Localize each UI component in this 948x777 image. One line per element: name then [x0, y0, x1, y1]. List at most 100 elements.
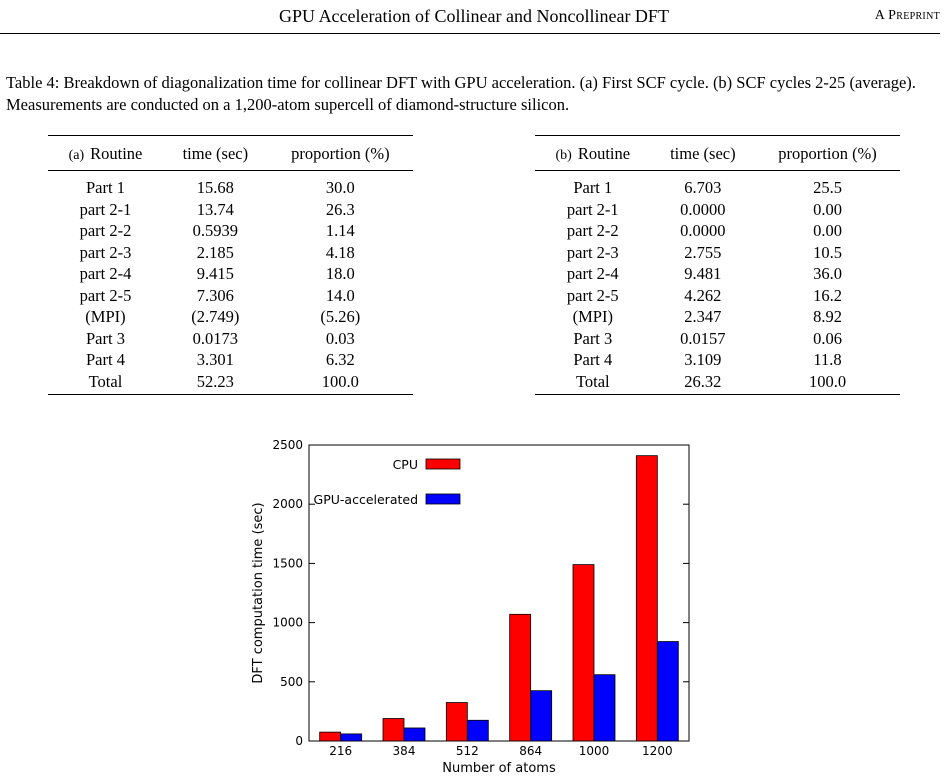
- legend-swatch: [425, 458, 461, 470]
- table-row: Part 4 3.301 6.32: [48, 349, 413, 371]
- table-cell: Part 4: [85, 350, 125, 369]
- table-cell: 0.06: [813, 328, 842, 348]
- table-cell: part 2-3: [79, 242, 132, 262]
- table-cell: part 2-3: [566, 242, 619, 262]
- table-b-tag: (b): [555, 148, 572, 163]
- table-row: part 2-5 7.306 14.0: [48, 285, 413, 307]
- table-cell: 0.03: [325, 328, 355, 348]
- table-cell: 25.5: [813, 178, 842, 197]
- table-a: (a) Routine time (sec) proportion (%) Par…: [48, 135, 413, 395]
- table-cell: 2.185: [196, 242, 234, 262]
- legend: CPU GPU-accelerated: [314, 457, 461, 507]
- table-cell: 100.0: [267, 370, 413, 395]
- table-cell: 3.109: [684, 350, 722, 369]
- table-cell: Part 1: [573, 178, 613, 197]
- table-row: part 2-2 0.0000 0.00: [535, 220, 900, 242]
- x-tick-label: 1000: [579, 744, 610, 758]
- table-cell: part 2-5: [566, 285, 619, 305]
- bar-gpu-accelerated-216: [340, 733, 363, 742]
- table-cell: (2.749): [191, 307, 240, 326]
- table-row: part 2-2 0.5939 1.14: [48, 220, 413, 242]
- table-row: part 2-4 9.415 18.0: [48, 263, 413, 285]
- legend-label: GPU-accelerated: [314, 492, 418, 507]
- x-axis-label: Number of atoms: [442, 761, 556, 775]
- table-cell: 0.0157: [680, 328, 726, 348]
- y-tick-label: 2500: [272, 438, 303, 452]
- table-cell: (MPI): [572, 307, 613, 326]
- table-cell: 8.92: [813, 307, 842, 326]
- bar-gpu-accelerated-384: [403, 727, 426, 742]
- table-cell: 9.415: [196, 264, 234, 283]
- x-tick-label: 864: [519, 744, 542, 758]
- table-cell: 1.14: [325, 221, 355, 240]
- bar-gpu-accelerated-1200: [656, 641, 679, 742]
- table-row: Total 52.23 100.0: [48, 370, 413, 395]
- table-row: Total 26.32 100.0: [535, 370, 900, 395]
- bar-cpu-384: [382, 718, 405, 742]
- table-b-header-routine: (b) Routine: [535, 135, 651, 171]
- table-a-header-time: time (sec): [162, 135, 268, 171]
- bar-gpu-accelerated-1000: [593, 674, 616, 742]
- table-cell: 11.8: [813, 350, 842, 369]
- bar-gpu-accelerated-512: [466, 719, 489, 742]
- y-tick-label: 1500: [272, 556, 303, 570]
- table-cell: (MPI): [85, 307, 126, 326]
- table-b-header-routine-label: Routine: [577, 144, 631, 163]
- table-cell: part 2-1: [566, 199, 619, 219]
- table-cell: 13.74: [196, 199, 234, 219]
- table-row: Part 1 15.68 30.0: [48, 171, 413, 199]
- table-cell: part 2-1: [79, 199, 132, 219]
- y-axis-label: DFT computation time (sec): [251, 502, 266, 683]
- table-cell: 10.5: [813, 242, 842, 262]
- table-cell: 0.0173: [192, 328, 239, 348]
- table-row: part 2-5 4.262 16.2: [535, 285, 900, 307]
- table-b: (b) Routine time (sec) proportion (%) Par…: [535, 135, 900, 395]
- table-cell: 6.32: [325, 350, 355, 369]
- table-cell: 4.18: [325, 242, 355, 262]
- table-cell: Part 3: [85, 328, 125, 348]
- table-cell: 7.306: [196, 285, 234, 305]
- table-a-header-routine: (a) Routine: [48, 135, 163, 171]
- bar-gpu-accelerated-864: [530, 690, 553, 742]
- table-cell: 16.2: [813, 285, 842, 305]
- preprint-label: A Preprint: [874, 8, 940, 23]
- table-cell: 0.0000: [680, 199, 726, 219]
- table-cell: 0.00: [813, 221, 842, 240]
- bar-cpu-216: [319, 731, 342, 742]
- table-cell: 6.703: [684, 178, 722, 197]
- table-b-body: Part 1 6.703 25.5 part 2-1 0.0000 0.00 part 2-…: [535, 171, 900, 395]
- header-rule: [0, 33, 940, 34]
- table-row: (MPI) 2.347 8.92: [535, 306, 900, 328]
- table-cell: Total: [48, 370, 163, 395]
- table-cell: part 2-2: [566, 221, 619, 240]
- table-b-header-time: time (sec): [650, 135, 756, 171]
- x-tick-label: 1200: [642, 744, 673, 758]
- y-tick-label: 2000: [272, 497, 303, 511]
- table-cell: Part 4: [573, 350, 613, 369]
- table-row: part 2-4 9.481 36.0: [535, 263, 900, 285]
- table-cell: 9.481: [684, 264, 722, 283]
- page-header: GPU Acceleration of Collinear and Noncol…: [0, 4, 948, 34]
- table-cell: 0.0000: [680, 221, 726, 240]
- table-cell: 0.00: [813, 199, 842, 219]
- bar-chart: 0 500 1000 1500 2000 2500 216 384 512 864 1000 120…: [251, 438, 690, 775]
- table-cell: part 2-4: [566, 264, 619, 283]
- table-cell: 3.301: [196, 350, 234, 369]
- table-row: Part 1 6.703 25.5: [535, 171, 900, 199]
- table-cell: 52.23: [162, 370, 268, 395]
- table-cell: 36.0: [813, 264, 842, 283]
- table-cell: 15.68: [196, 178, 234, 197]
- table-row: part 2-3 2.185 4.18: [48, 242, 413, 264]
- plot-frame: [308, 444, 690, 742]
- y-axis: 0 500 1000 1500 2000 2500: [272, 438, 689, 748]
- y-tick-label: 500: [280, 675, 303, 689]
- y-tick-label: 1000: [272, 616, 303, 630]
- x-tick-label: 384: [393, 744, 416, 758]
- table-row: (MPI) (2.749) (5.26): [48, 306, 413, 328]
- legend-label: CPU: [393, 457, 418, 472]
- table-cell: 4.262: [684, 285, 722, 305]
- table-cell: Total: [535, 370, 651, 395]
- table-cell: (5.26): [320, 307, 361, 326]
- table-cell: 26.32: [650, 370, 756, 395]
- table-cell: 26.3: [325, 199, 355, 219]
